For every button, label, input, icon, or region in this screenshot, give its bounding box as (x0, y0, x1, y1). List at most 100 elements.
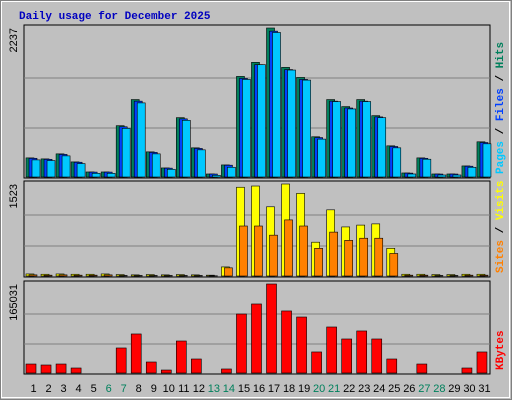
bar (344, 240, 353, 277)
bar (151, 153, 161, 178)
x-tick-label: 13 (208, 383, 220, 395)
bar (182, 120, 191, 178)
bar (25, 363, 37, 374)
bar (452, 174, 462, 178)
bar (221, 368, 232, 374)
bar (332, 101, 341, 178)
legend-entry: Pages (495, 141, 507, 174)
x-tick-label: 12 (193, 383, 205, 395)
bar (163, 275, 173, 277)
x-tick-label: 1 (30, 383, 36, 395)
bar (341, 338, 352, 374)
x-tick-label: 6 (106, 383, 112, 395)
x-tick-label: 15 (238, 383, 250, 395)
bar (58, 274, 68, 277)
legend-entry: KBytes (495, 330, 507, 370)
x-tick-label: 5 (91, 383, 97, 395)
x-tick-label: 16 (253, 383, 265, 395)
y-tick-label: 165031 (8, 284, 20, 321)
bar (434, 275, 444, 277)
x-tick-label: 8 (136, 383, 142, 395)
legend-entry: Hits (495, 42, 507, 68)
bar (374, 237, 384, 277)
x-tick-label: 14 (223, 383, 235, 395)
bar (482, 143, 492, 178)
bar (197, 149, 206, 178)
bar (326, 326, 337, 374)
bar (347, 108, 356, 178)
x-tick-label: 31 (478, 383, 490, 395)
bar (281, 310, 292, 374)
bar (88, 274, 98, 277)
bar (386, 358, 398, 374)
bar (407, 173, 417, 178)
bar (362, 101, 372, 178)
bar (317, 138, 326, 178)
bar (392, 147, 402, 178)
bar (73, 274, 83, 277)
x-tick-label: 19 (298, 383, 310, 395)
bar (70, 367, 82, 374)
bar (148, 275, 158, 277)
bar (476, 351, 488, 374)
bar (296, 316, 307, 374)
bar (224, 267, 233, 277)
bar (28, 274, 38, 277)
x-tick-label: 4 (76, 383, 82, 395)
x-tick-label: 23 (358, 383, 370, 395)
bar (257, 64, 266, 178)
y-tick-label: 2237 (8, 28, 20, 52)
bar (118, 275, 128, 277)
bar (359, 237, 369, 277)
legend-separator: / (495, 220, 507, 240)
x-tick-label: 21 (328, 383, 340, 395)
bar (179, 275, 188, 277)
legend-entry: Files (495, 88, 507, 121)
x-tick-label: 20 (313, 383, 325, 395)
bar (76, 163, 86, 178)
bar (371, 338, 383, 374)
bar (46, 160, 56, 178)
bar (121, 128, 131, 178)
chart-title: Daily usage for December 2025 (19, 11, 211, 23)
bar (242, 79, 251, 178)
legend-entry: Visits (495, 181, 507, 221)
x-tick-label: 27 (418, 383, 430, 395)
bar (377, 117, 387, 178)
bar (419, 274, 429, 277)
bar (212, 175, 221, 178)
x-tick-label: 18 (283, 383, 295, 395)
x-tick-label: 24 (373, 383, 385, 395)
bar (61, 155, 71, 178)
legend: KBytes (495, 330, 507, 370)
bar (160, 369, 172, 374)
legend: Sites / Visits (495, 181, 507, 273)
x-tick-label: 17 (268, 383, 280, 395)
bar (284, 219, 293, 277)
bar (272, 32, 281, 178)
x-tick-label: 26 (403, 383, 415, 395)
bar (91, 173, 101, 178)
bar (194, 275, 203, 277)
bar (191, 358, 202, 374)
bar (299, 225, 308, 277)
bar (302, 79, 311, 178)
x-tick-label: 25 (388, 383, 400, 395)
bar (269, 234, 278, 277)
x-tick-label: 3 (61, 383, 67, 395)
bar (43, 274, 53, 277)
bar (416, 363, 428, 374)
x-tick-label: 22 (343, 383, 355, 395)
bar (106, 173, 116, 178)
x-tick-label: 10 (163, 383, 175, 395)
bar (422, 158, 432, 178)
bar (145, 361, 157, 374)
legend-entry: Sites (495, 240, 507, 273)
bar (311, 351, 322, 374)
bar (166, 168, 176, 178)
bar (130, 333, 142, 374)
y-tick-label: 1523 (8, 184, 20, 208)
bar (461, 367, 473, 374)
bar (136, 102, 146, 178)
